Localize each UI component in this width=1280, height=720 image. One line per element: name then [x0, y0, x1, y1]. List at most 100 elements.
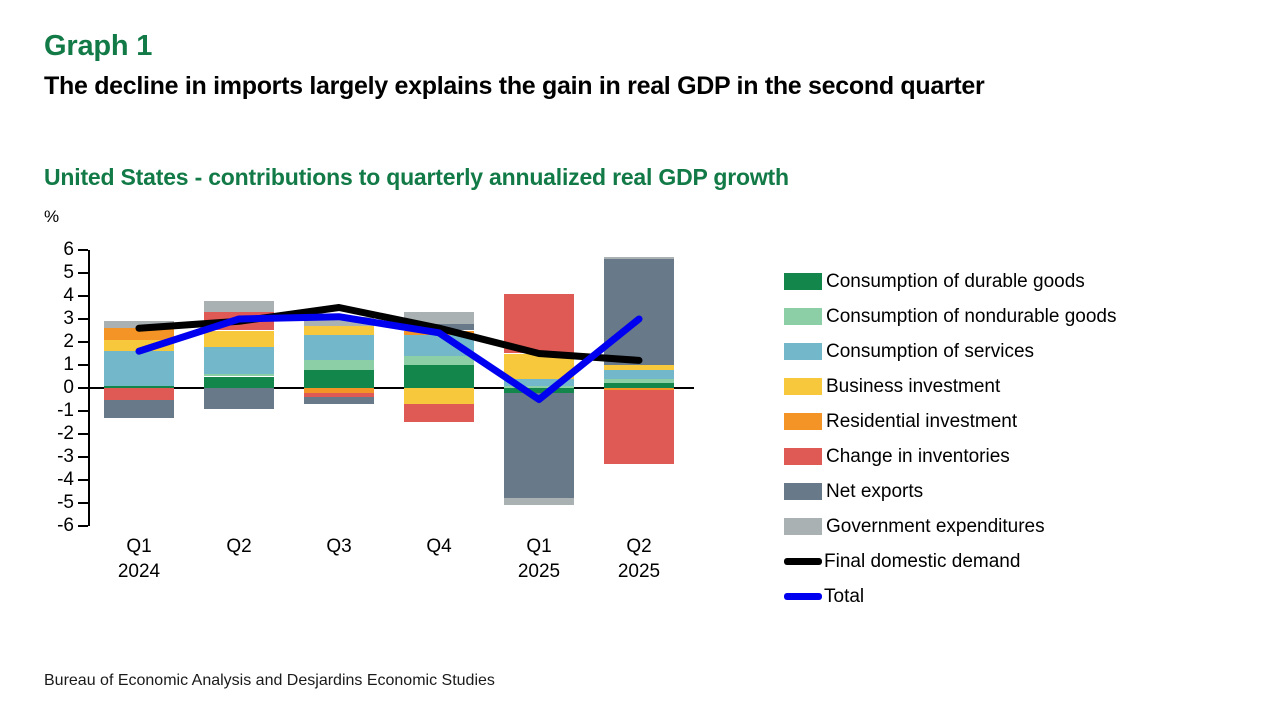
- bar-segment: [204, 300, 274, 313]
- y-axis-tick-label: 5: [63, 262, 74, 283]
- bar-segment: [304, 335, 374, 361]
- x-axis-labels: Q1 2024 Q2 Q3 Q4 Q1 2025 Q2 2025: [88, 534, 748, 604]
- legend-item-label: Total: [824, 585, 865, 607]
- legend-item-label: Net exports: [826, 480, 924, 502]
- x-axis-quarter: Q2: [226, 536, 252, 557]
- y-axis-tick-label: -3: [57, 446, 74, 467]
- x-axis-year: 2025: [517, 561, 561, 582]
- legend-line-swatch-icon: [784, 593, 822, 600]
- legend-item-label: Consumption of services: [826, 340, 1035, 362]
- y-axis-tick: [78, 295, 88, 297]
- x-axis-year: 2024: [117, 561, 161, 582]
- y-axis-tick-label: 1: [63, 354, 74, 375]
- x-axis-quarter: Q3: [326, 536, 352, 557]
- page-title: The decline in imports largely explains …: [44, 72, 985, 100]
- y-axis-tick: [78, 272, 88, 274]
- legend-color-swatch-icon: [784, 308, 822, 325]
- legend-item[interactable]: Consumption of nondurable goods: [784, 299, 1214, 334]
- legend-item-label: Government expenditures: [826, 515, 1045, 537]
- bar-column: [304, 250, 374, 526]
- legend-item[interactable]: Consumption of durable goods: [784, 264, 1214, 299]
- legend-item[interactable]: Government expenditures: [784, 509, 1214, 544]
- x-axis-year: 2025: [617, 561, 661, 582]
- bar-segment: [304, 360, 374, 370]
- bar-segment: [404, 365, 474, 388]
- y-axis-tick: [78, 341, 88, 343]
- legend-item-label: Change in inventories: [826, 445, 1010, 467]
- y-axis-tick-label: 3: [63, 308, 74, 329]
- bar-segment: [504, 388, 574, 393]
- bar-segment: [504, 385, 574, 388]
- y-axis-tick-label: -6: [57, 515, 74, 536]
- source-note: Bureau of Economic Analysis and Desjardi…: [44, 672, 495, 689]
- bar-segment: [404, 312, 474, 324]
- bar-segment: [104, 351, 174, 386]
- bar-segment: [104, 328, 174, 340]
- bar-segment: [604, 259, 674, 365]
- x-axis-quarter: Q4: [426, 536, 452, 557]
- legend-item-label: Consumption of durable goods: [826, 270, 1085, 292]
- zero-baseline: [88, 387, 694, 389]
- legend-item[interactable]: Residential investment: [784, 404, 1214, 439]
- y-axis-tick-label: -2: [57, 423, 74, 444]
- legend-item[interactable]: Final domestic demand: [784, 544, 1214, 579]
- bar-segment: [204, 330, 274, 347]
- bar-segment: [304, 388, 374, 393]
- graph-number-label: Graph 1: [44, 30, 153, 62]
- bar-segment: [304, 392, 374, 398]
- y-axis-tick-label: 4: [63, 285, 74, 306]
- bar-segment: [504, 378, 574, 386]
- legend-color-swatch-icon: [784, 448, 822, 465]
- y-axis-tick: [78, 502, 88, 504]
- overlay-lines-group: [135, 304, 643, 403]
- bar-segment: [204, 374, 274, 377]
- x-axis-label: Q2: [194, 534, 284, 559]
- chart-title: United States - contributions to quarter…: [44, 164, 789, 190]
- x-axis-label: Q3: [294, 534, 384, 559]
- y-axis-tick: [78, 456, 88, 458]
- legend-item[interactable]: Consumption of services: [784, 334, 1214, 369]
- legend-item-label: Consumption of nondurable goods: [826, 305, 1117, 327]
- bar-segment: [504, 498, 574, 506]
- legend-color-swatch-icon: [784, 343, 822, 360]
- y-axis-tick-label: 2: [63, 331, 74, 352]
- bar-segment: [604, 390, 674, 464]
- bar-column: [604, 250, 674, 526]
- legend-item-label: Residential investment: [826, 410, 1018, 432]
- y-axis-tick: [78, 318, 88, 320]
- y-axis-tick-label: -5: [57, 492, 74, 513]
- chart-plot-area: 6 5 4 3 2 1 0 -1 -2 -3 -4 -5 -6 Q1 2024 Q2 Q3 Q4 Q1 2025 Q2…: [44, 240, 704, 582]
- bar-segment: [604, 383, 674, 388]
- bar-segment: [104, 388, 174, 400]
- legend-item-label: Business investment: [826, 375, 1001, 397]
- bar-segment: [304, 397, 374, 405]
- bar-segment: [104, 385, 174, 388]
- bar-segment: [604, 369, 674, 379]
- y-axis-tick: [78, 433, 88, 435]
- legend-item[interactable]: Business investment: [784, 369, 1214, 404]
- bar-segment: [304, 316, 374, 326]
- bar-segment: [604, 378, 674, 384]
- legend-item[interactable]: Total: [784, 579, 1214, 614]
- x-axis-quarter: Q1: [126, 536, 152, 557]
- x-axis-quarter: Q2: [626, 536, 652, 557]
- legend-item[interactable]: Net exports: [784, 474, 1214, 509]
- bar-segment: [504, 293, 574, 354]
- legend-color-swatch-icon: [784, 413, 822, 430]
- x-axis-quarter: Q1: [526, 536, 552, 557]
- legend-item-label: Final domestic demand: [824, 550, 1021, 572]
- bar-segment: [604, 365, 674, 370]
- legend-color-swatch-icon: [784, 518, 822, 535]
- chart-line: [135, 313, 643, 403]
- y-axis-tick-label: -1: [57, 400, 74, 421]
- bar-segment: [604, 256, 674, 260]
- y-axis-unit-label: %: [44, 207, 60, 226]
- y-axis-tick-label: -4: [57, 469, 74, 490]
- bar-segment: [104, 339, 174, 352]
- legend-item[interactable]: Change in inventories: [784, 439, 1214, 474]
- bar-segment: [104, 399, 174, 418]
- bar-segment: [204, 376, 274, 388]
- bar-segment: [304, 369, 374, 388]
- y-axis-tick: [78, 387, 88, 389]
- y-axis-tick: [78, 410, 88, 412]
